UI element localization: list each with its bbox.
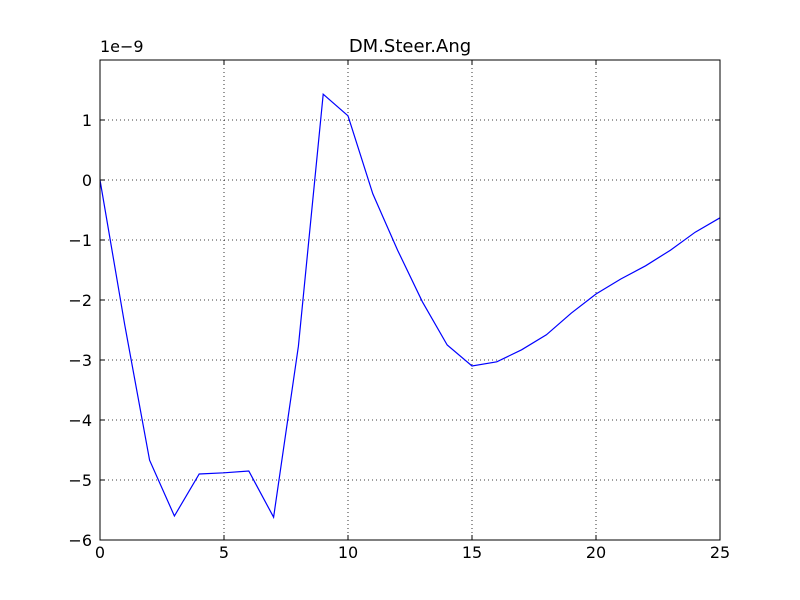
y-tick-label: −3 [68,351,92,370]
y-tick-label: −6 [68,531,92,550]
data-line [99,92,721,520]
x-tick-label: 0 [95,543,105,562]
x-tick-label: 10 [338,543,358,562]
x-tick-label: 25 [710,543,730,562]
x-tick-label: 20 [586,543,606,562]
x-tick-label: 5 [219,543,229,562]
plot-frame [99,59,721,541]
y-offset-label: 1e−9 [100,37,144,56]
y-tick-label: 1 [82,111,92,130]
y-tick-label: −2 [68,291,92,310]
y-tick-label: −5 [68,471,92,490]
y-tick-label: −1 [68,231,92,250]
chart-title: DM.Steer.Ang [349,36,471,57]
y-tick-label: −4 [68,411,92,430]
x-tick-label: 15 [462,543,482,562]
y-tick-label: 0 [82,171,92,190]
